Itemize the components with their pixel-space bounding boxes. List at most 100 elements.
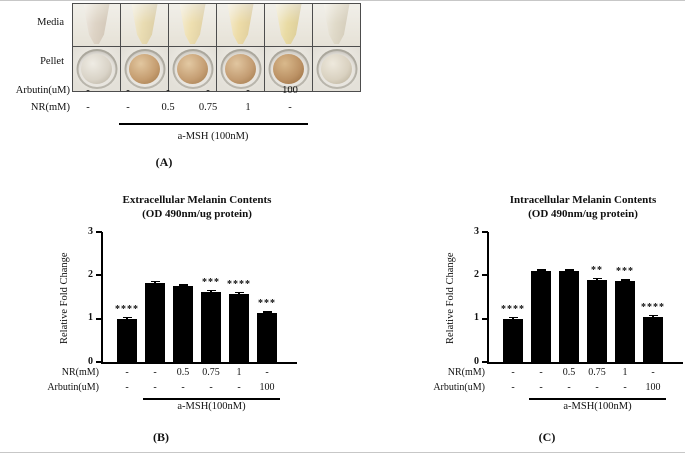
error-bar-cap [206,289,216,292]
treatment-value: - [651,367,655,378]
treatment-value: 0.5 [161,102,175,113]
pellet-sample-cell [73,47,120,91]
treatment-value: - [246,85,250,96]
y-tick-label: 2 [474,268,479,280]
bar [587,279,607,362]
treatment-value: - [86,85,90,96]
well-icon [268,49,309,89]
bar [503,318,523,362]
error-bar-cap [234,291,244,294]
arbutin-row-label: Arbutin(uM) [47,382,99,393]
pellet-liquid [129,54,160,84]
treatment-value: 1 [236,367,242,378]
error-bar-cap [564,269,574,271]
amsh-group-line [143,398,280,400]
panel-a: Media Pellet Arbutin(uM) NR(mM) - - - - - 100… [0,0,380,185]
y-tick-label: 3 [474,225,479,237]
treatment-value: - [288,102,292,113]
y-tick-label: 0 [474,355,479,367]
error-bar-cap [122,316,132,319]
treatment-value: 1 [622,367,628,378]
significance-stars: ** [591,264,603,276]
treatment-value: - [126,85,130,96]
treatment-value: 0.5 [562,367,576,378]
y-axis-label: Relative Fold Change [445,252,456,344]
treatment-value: - [125,367,129,378]
nr-row-label: NR(mM) [30,102,70,113]
pellet-liquid [81,54,112,84]
figure-border-top [0,0,685,1]
treatment-value: - [539,382,543,393]
bar [615,281,635,362]
y-tick-label: 1 [474,312,479,324]
pellet-sample-cell [265,47,312,91]
pellet-row-label: Pellet [40,56,64,67]
y-tick [96,361,102,363]
y-tick [482,274,488,277]
y-tick-label: 1 [88,312,93,324]
amsh-group-label: a-MSH(100nM) [563,401,632,412]
y-axis [487,232,489,363]
bar [145,282,165,362]
bar [201,291,221,362]
treatment-value: 100 [645,382,661,393]
pellet-sample-cell [121,47,168,91]
well-icon [124,49,165,89]
arbutin-row-label: Arbutin(uM) [433,382,485,393]
y-axis-label: Relative Fold Change [59,252,70,344]
treatment-value: - [209,382,213,393]
pellet-liquid [177,54,208,84]
y-axis [101,232,103,363]
treatment-value: - [153,382,157,393]
error-bar-cap [648,314,658,316]
treatment-value: - [511,367,515,378]
y-tick [482,317,488,320]
bar [229,293,249,362]
y-tick-label: 2 [88,268,93,280]
y-tick [96,231,102,233]
bar [559,271,579,362]
significance-stars: **** [501,303,525,315]
error-bar-cap [592,277,602,279]
panel-letter-c: (C) [538,430,556,444]
significance-stars: **** [641,301,665,313]
y-tick [96,317,102,320]
tube-icon [82,4,111,44]
significance-stars: **** [115,303,139,315]
bar [173,286,193,362]
treatment-value: - [126,102,130,113]
error-bar-cap [508,316,518,319]
error-bar-cap [178,284,188,286]
treatment-value: 0.75 [588,367,606,378]
treatment-value: 0.5 [176,367,190,378]
treatment-value: - [125,382,129,393]
treatment-value: - [86,102,90,113]
pellet-liquid [225,54,256,84]
chart-subtitle: (OD 490nm/ug protein) [528,208,638,220]
arbutin-row-label: Arbutin(uM) [15,85,70,96]
treatment-value: - [539,367,543,378]
chart-title: Extracellular Melanin Contents [122,194,272,206]
tube-icon [322,4,351,44]
treatment-value: 0.75 [198,102,218,113]
pellet-liquid [321,54,352,84]
panel-c-chart: Intracellular Melanin Contents (OD 490nm… [433,190,685,453]
x-axis [487,362,683,364]
treatment-value: - [181,382,185,393]
media-sample-cell [169,4,216,46]
media-sample-cell [313,4,360,46]
y-tick [482,231,488,233]
panel-letter-b: (B) [153,430,169,444]
chart-subtitle: (OD 490nm/ug protein) [142,208,252,220]
well-icon [316,49,357,89]
media-sample-cell [73,4,120,46]
media-row-label: Media [37,17,64,28]
nr-row-label: NR(mM) [61,367,99,378]
significance-stars: *** [616,266,634,278]
nr-row-label: NR(mM) [447,367,485,378]
bar [643,316,663,362]
pellet-sample-cell [217,47,264,91]
well-icon [76,49,117,89]
error-bar-cap [536,269,546,271]
